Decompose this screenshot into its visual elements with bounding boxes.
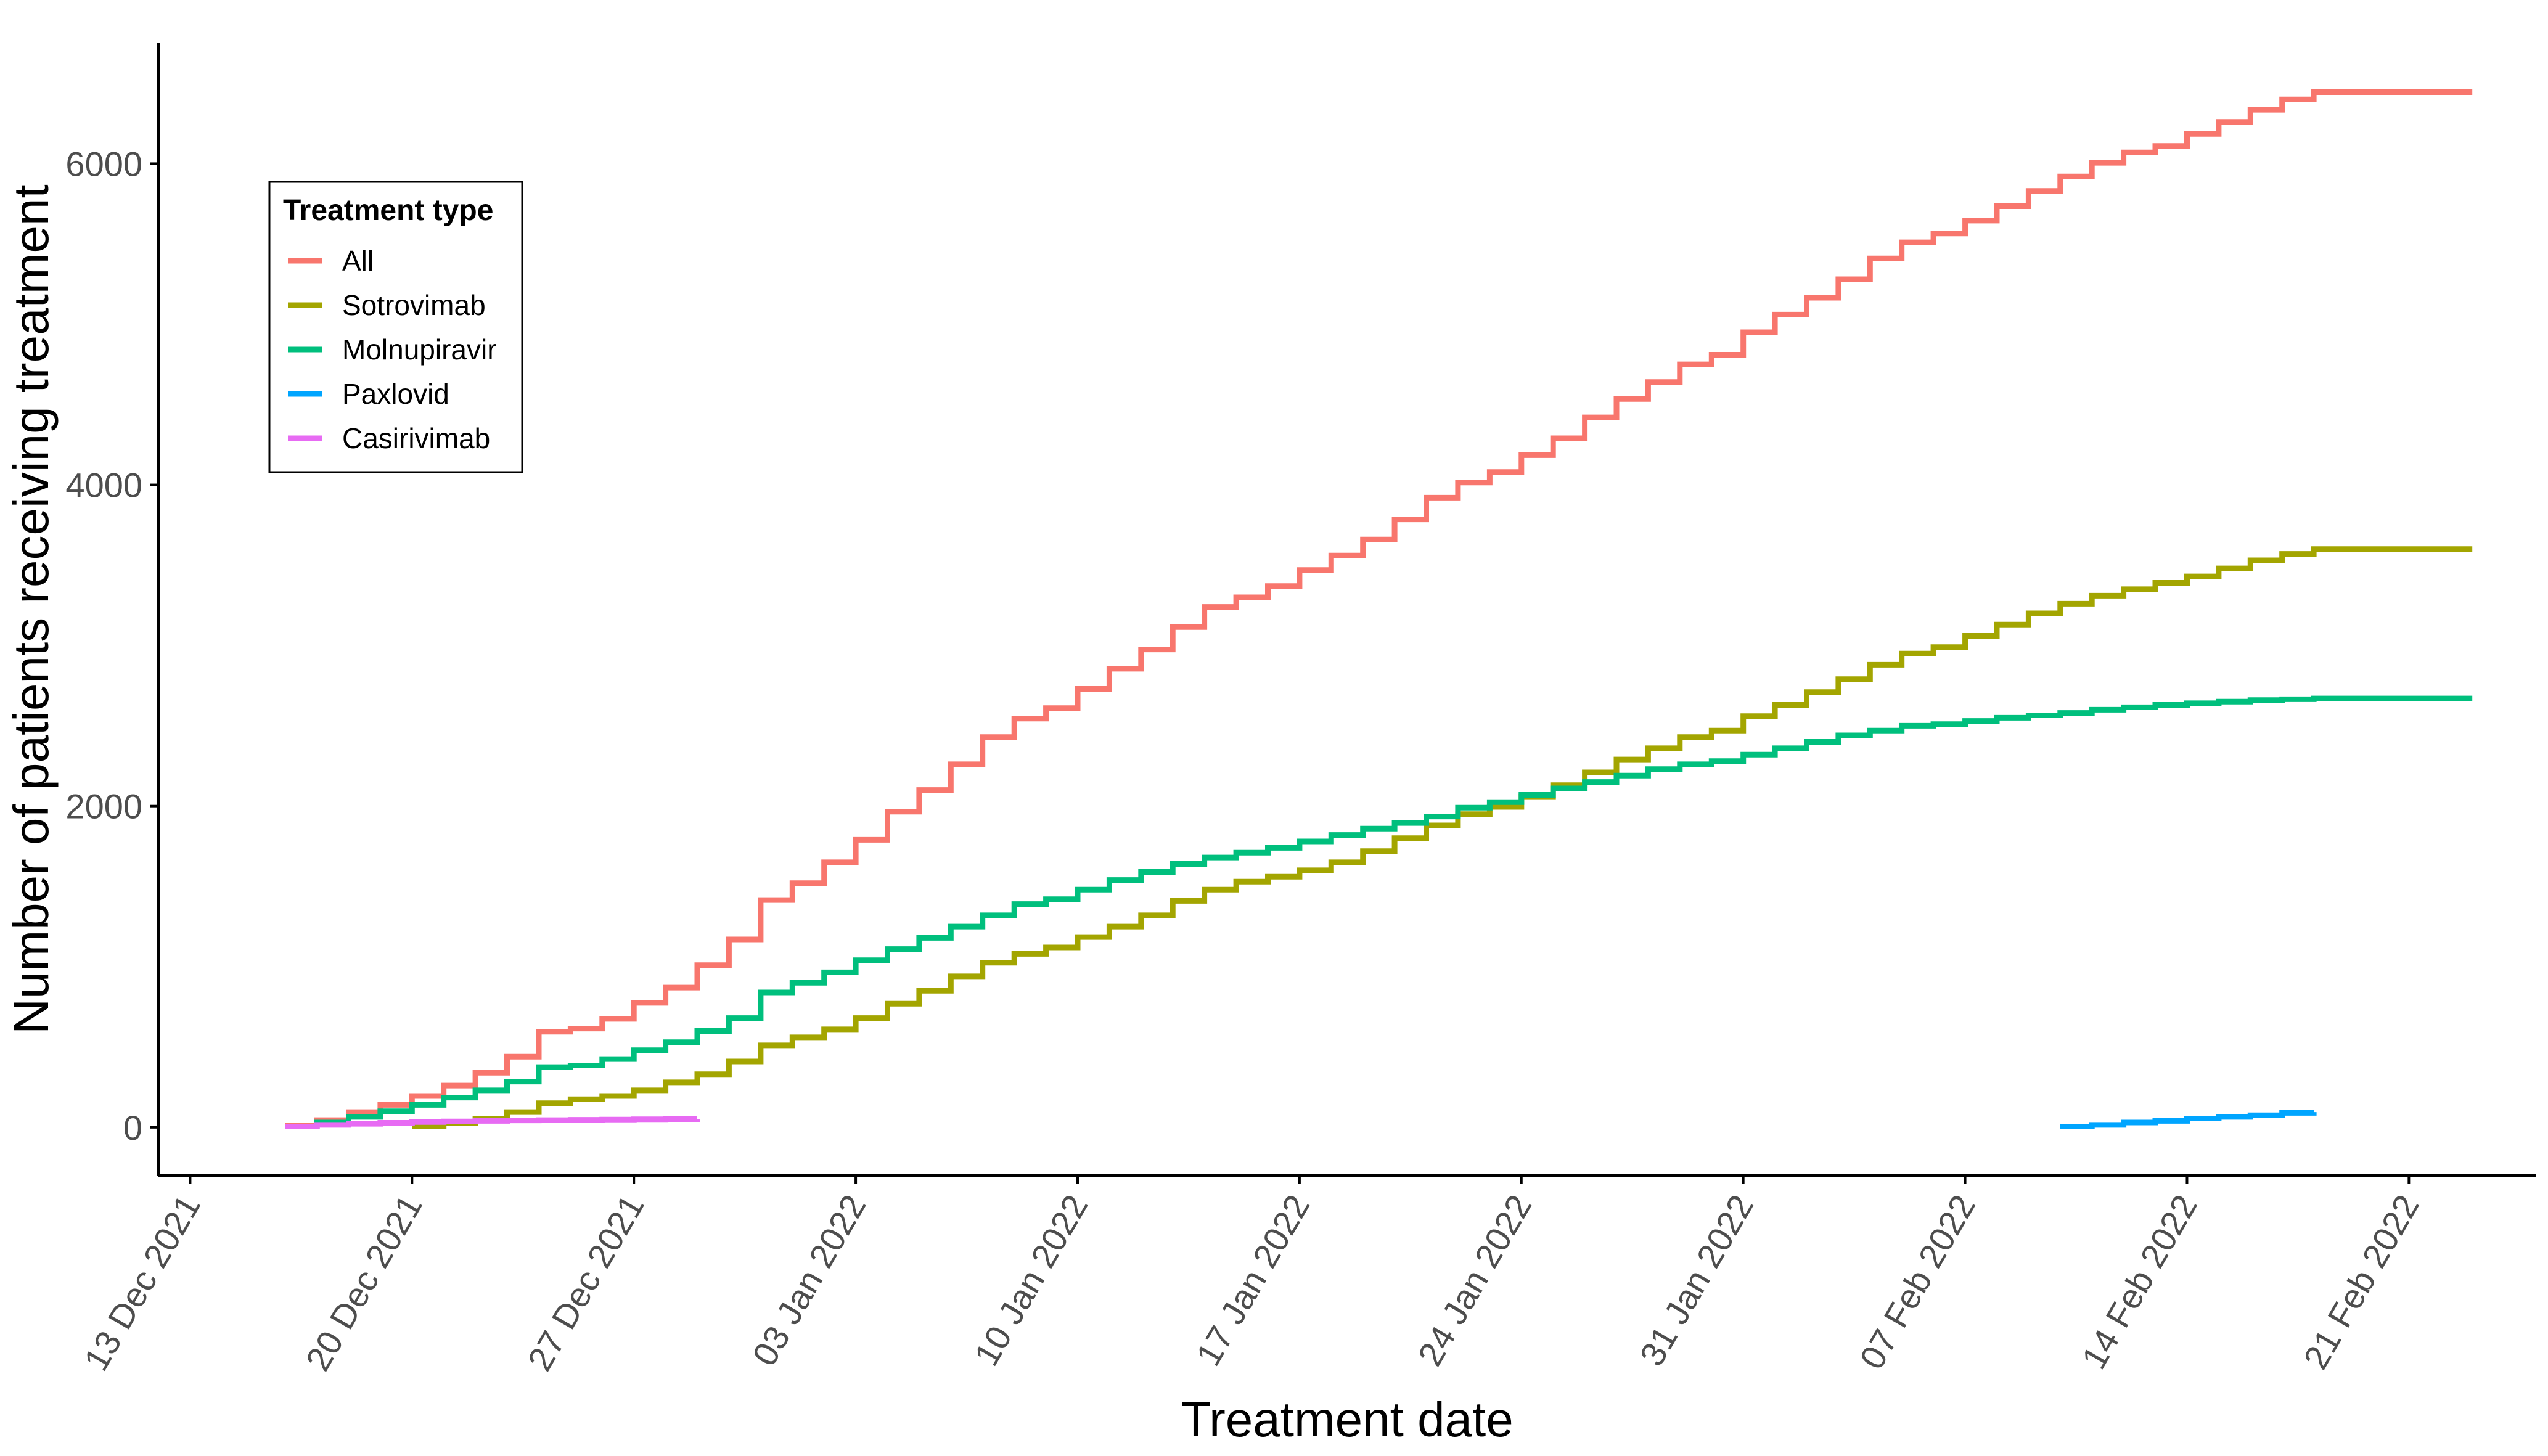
series-line-all	[285, 89, 2473, 1129]
series-line-casirivimab	[285, 1116, 700, 1129]
y-tick-label: 2000	[65, 787, 142, 826]
y-axis-ticks: 0 2000 4000 6000	[65, 144, 158, 1147]
legend-label-paxlovid: Paxlovid	[342, 378, 449, 410]
y-tick-label: 6000	[65, 144, 142, 183]
x-axis-title: Treatment date	[1181, 1392, 1514, 1447]
legend-title: Treatment type	[283, 194, 493, 227]
legend-items: All Sotrovimab Molnupiravir Paxlovid Casiriv…	[288, 245, 497, 454]
legend-label-sotrovimab: Sotrovimab	[342, 289, 486, 321]
series-line-paxlovid	[2060, 1110, 2317, 1129]
series-layer	[285, 89, 2473, 1129]
legend: Treatment type All Sotrovimab Molnupiravir…	[268, 181, 523, 473]
legend-label-all: All	[342, 245, 374, 277]
legend-label-casirivimab: Casirivimab	[342, 422, 490, 454]
y-tick-label: 4000	[65, 466, 142, 505]
legend-label-molnupiravir: Molnupiravir	[342, 333, 497, 366]
y-tick-label: 0	[123, 1108, 142, 1147]
y-axis-title: Number of patients receiving treatment	[4, 184, 59, 1034]
series-line-sotrovimab	[412, 546, 2473, 1129]
legend-box	[268, 181, 523, 473]
series-line-molnupiravir	[285, 695, 2473, 1129]
